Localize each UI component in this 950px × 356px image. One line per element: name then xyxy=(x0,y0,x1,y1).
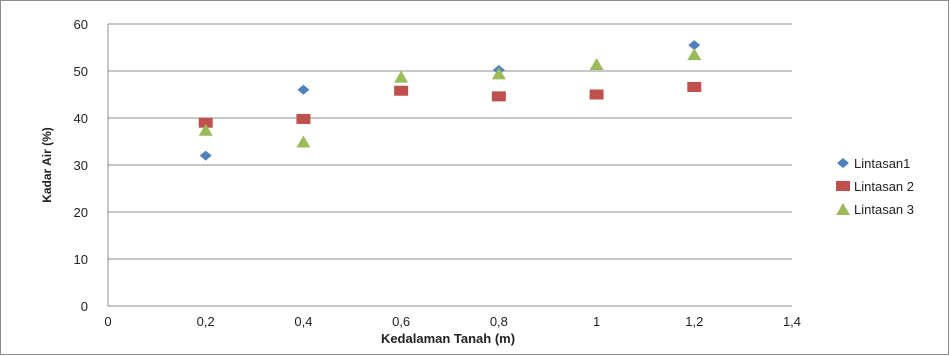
y-tick-labels: 0 10 20 30 40 50 60 xyxy=(74,17,88,314)
x-axis-label: Kedalaman Tanah (m) xyxy=(381,331,515,346)
y-tick-label: 30 xyxy=(74,158,88,173)
data-point-series-2 xyxy=(394,85,409,96)
data-points xyxy=(198,40,702,161)
legend-marker-1 xyxy=(837,158,849,168)
y-axis-label: Kadar Air (%) xyxy=(40,127,54,203)
x-tick-label: 0,2 xyxy=(197,314,215,329)
legend-marker-2 xyxy=(836,181,850,191)
data-point-series-1 xyxy=(199,150,212,161)
y-tick-label: 10 xyxy=(74,252,88,267)
y-tick-label: 0 xyxy=(81,299,88,314)
x-tick-label: 1,2 xyxy=(685,314,703,329)
data-point-series-2 xyxy=(589,89,604,100)
data-point-series-2 xyxy=(198,117,213,128)
y-tick-label: 50 xyxy=(74,64,88,79)
data-point-series-2 xyxy=(491,91,506,102)
data-point-series-3 xyxy=(589,57,604,70)
data-point-series-3 xyxy=(296,135,311,148)
y-tick-label: 60 xyxy=(74,17,88,32)
legend-label: Lintasan 3 xyxy=(854,202,914,217)
legend-marker-3 xyxy=(836,203,850,215)
data-point-series-3 xyxy=(394,70,409,83)
x-tick-label: 0,6 xyxy=(392,314,410,329)
gridlines xyxy=(108,23,792,260)
x-tick-label: 0 xyxy=(104,314,111,329)
data-point-series-2 xyxy=(687,81,702,92)
y-tick-label: 40 xyxy=(74,111,88,126)
axes xyxy=(107,24,792,307)
data-point-series-1 xyxy=(688,40,701,51)
data-point-series-1 xyxy=(297,84,310,95)
legend-label: Lintasan1 xyxy=(854,156,910,171)
x-tick-label: 1,4 xyxy=(783,314,801,329)
data-point-series-3 xyxy=(687,48,702,61)
y-tick-label: 20 xyxy=(74,205,88,220)
x-tick-label: 0,4 xyxy=(294,314,312,329)
legend: Lintasan1 Lintasan 2 Lintasan 3 xyxy=(836,156,914,217)
x-tick-label: 1 xyxy=(593,314,600,329)
x-tick-labels: 0 0,2 0,4 0,6 0,8 1 1,2 1,4 xyxy=(104,314,801,329)
data-point-series-3 xyxy=(491,67,506,80)
x-tick-label: 0,8 xyxy=(490,314,508,329)
legend-label: Lintasan 2 xyxy=(854,179,914,194)
data-point-series-2 xyxy=(296,113,311,124)
data-point-series-3 xyxy=(198,123,213,136)
